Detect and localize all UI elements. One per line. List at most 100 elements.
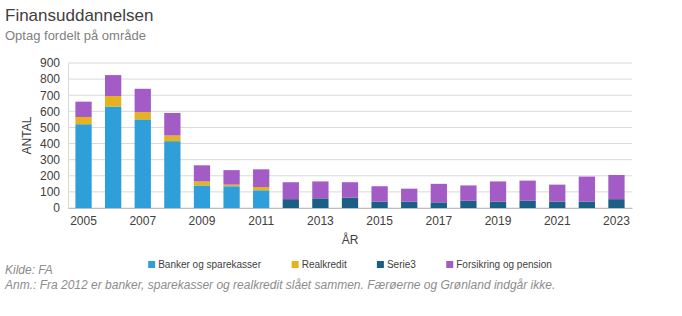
bar	[194, 181, 210, 185]
bar	[105, 75, 121, 96]
bar	[75, 102, 91, 117]
tick: 2007	[129, 208, 156, 228]
bar	[608, 175, 624, 199]
bar	[283, 182, 299, 199]
legend-label: Forsikring og pension	[456, 259, 552, 270]
bar	[164, 113, 180, 136]
bar	[460, 201, 476, 208]
grid-line	[68, 111, 632, 112]
tick: 800	[40, 72, 68, 86]
bar	[460, 185, 476, 200]
plot: 0 100 200 300 400 500 600 700 800 900 2005 2007 2009…	[40, 56, 633, 227]
legend-item: Forsikring og pension	[446, 259, 552, 270]
y-axis: 0 100 200 300 400 500 600 700 800 900	[40, 56, 69, 215]
bar	[371, 186, 387, 201]
bar	[135, 112, 151, 119]
title: Finansuddannelsen	[5, 6, 153, 25]
bar	[75, 124, 91, 208]
bar	[371, 202, 387, 208]
axis-line	[68, 64, 69, 209]
series	[75, 75, 624, 202]
tick-label: 2013	[307, 214, 334, 228]
tick-label: 2019	[485, 214, 512, 228]
series	[283, 198, 625, 208]
grid-line	[68, 95, 632, 96]
series	[75, 107, 269, 209]
tick: 2017	[425, 208, 452, 228]
bar	[194, 185, 210, 208]
tick-label: 600	[40, 105, 60, 119]
tick-label: 500	[40, 121, 60, 135]
bar	[519, 181, 535, 201]
bar	[135, 89, 151, 112]
bar	[135, 119, 151, 208]
bar	[401, 202, 417, 208]
tick-label: 2015	[366, 214, 393, 228]
tick-label: 400	[40, 137, 60, 151]
legend-label: Serie3	[387, 259, 416, 270]
legend-swatch	[292, 261, 299, 268]
tick: 2013	[307, 208, 334, 228]
grid-line	[68, 159, 632, 160]
legend-label: Banker og sparekasser	[158, 259, 262, 270]
legend-item: Realkredit	[292, 259, 347, 270]
grid	[68, 63, 632, 208]
tick-label: 2017	[425, 214, 452, 228]
axis-line	[69, 208, 633, 209]
tick: 2005	[70, 208, 97, 228]
y-axis-title: ANTAL	[20, 116, 34, 154]
tick: 2019	[485, 208, 512, 228]
grid-line	[68, 175, 632, 176]
tick: 400	[40, 137, 68, 151]
bar	[490, 202, 506, 208]
tick: 900	[40, 56, 68, 70]
grid-line	[68, 79, 632, 80]
legend-label: Realkredit	[302, 259, 347, 270]
bar	[105, 107, 121, 209]
tick-label: 300	[40, 153, 60, 167]
legend-swatch	[377, 261, 384, 268]
grid-line	[68, 127, 632, 128]
bar	[401, 189, 417, 202]
tick-label: 2009	[189, 214, 216, 228]
bar	[283, 199, 299, 208]
tick-label: 700	[40, 89, 60, 103]
tick: 2023	[603, 208, 630, 228]
tick: 0	[53, 201, 68, 215]
tick-label: 2005	[70, 214, 97, 228]
legend: Banker og sparekasser Realkredit Serie3 For…	[148, 259, 552, 270]
bars	[75, 75, 624, 208]
bar	[253, 169, 269, 187]
bar	[223, 186, 239, 208]
legend-swatch	[446, 261, 453, 268]
tick-label: 900	[40, 56, 60, 70]
tick: 100	[40, 185, 68, 199]
x-axis: 2005200720092011201320152017201920212023	[69, 208, 633, 228]
bar	[312, 181, 328, 198]
tick: 200	[40, 169, 68, 183]
bar	[253, 187, 269, 190]
grid-line	[68, 63, 632, 64]
bar	[342, 198, 358, 208]
bar	[312, 198, 328, 208]
tick-label: 2021	[544, 214, 571, 228]
tick: 2021	[544, 208, 571, 228]
bar	[490, 181, 506, 201]
tick-label: 0	[53, 201, 60, 215]
tick-label: 100	[40, 185, 60, 199]
bar	[253, 190, 269, 208]
bar	[164, 136, 180, 142]
bar	[608, 199, 624, 208]
tick: 500	[40, 121, 68, 135]
annotation: Anm.: Fra 2012 er banker, sparekasser og…	[4, 278, 555, 292]
legend-item: Banker og sparekasser	[148, 259, 262, 270]
tick: 700	[40, 89, 68, 103]
tick: 300	[40, 153, 68, 167]
bar	[164, 141, 180, 208]
tick-label: 2007	[129, 214, 156, 228]
bar	[519, 201, 535, 208]
bar	[579, 177, 595, 202]
bar	[75, 117, 91, 124]
bar	[579, 202, 595, 208]
bar	[342, 182, 358, 197]
